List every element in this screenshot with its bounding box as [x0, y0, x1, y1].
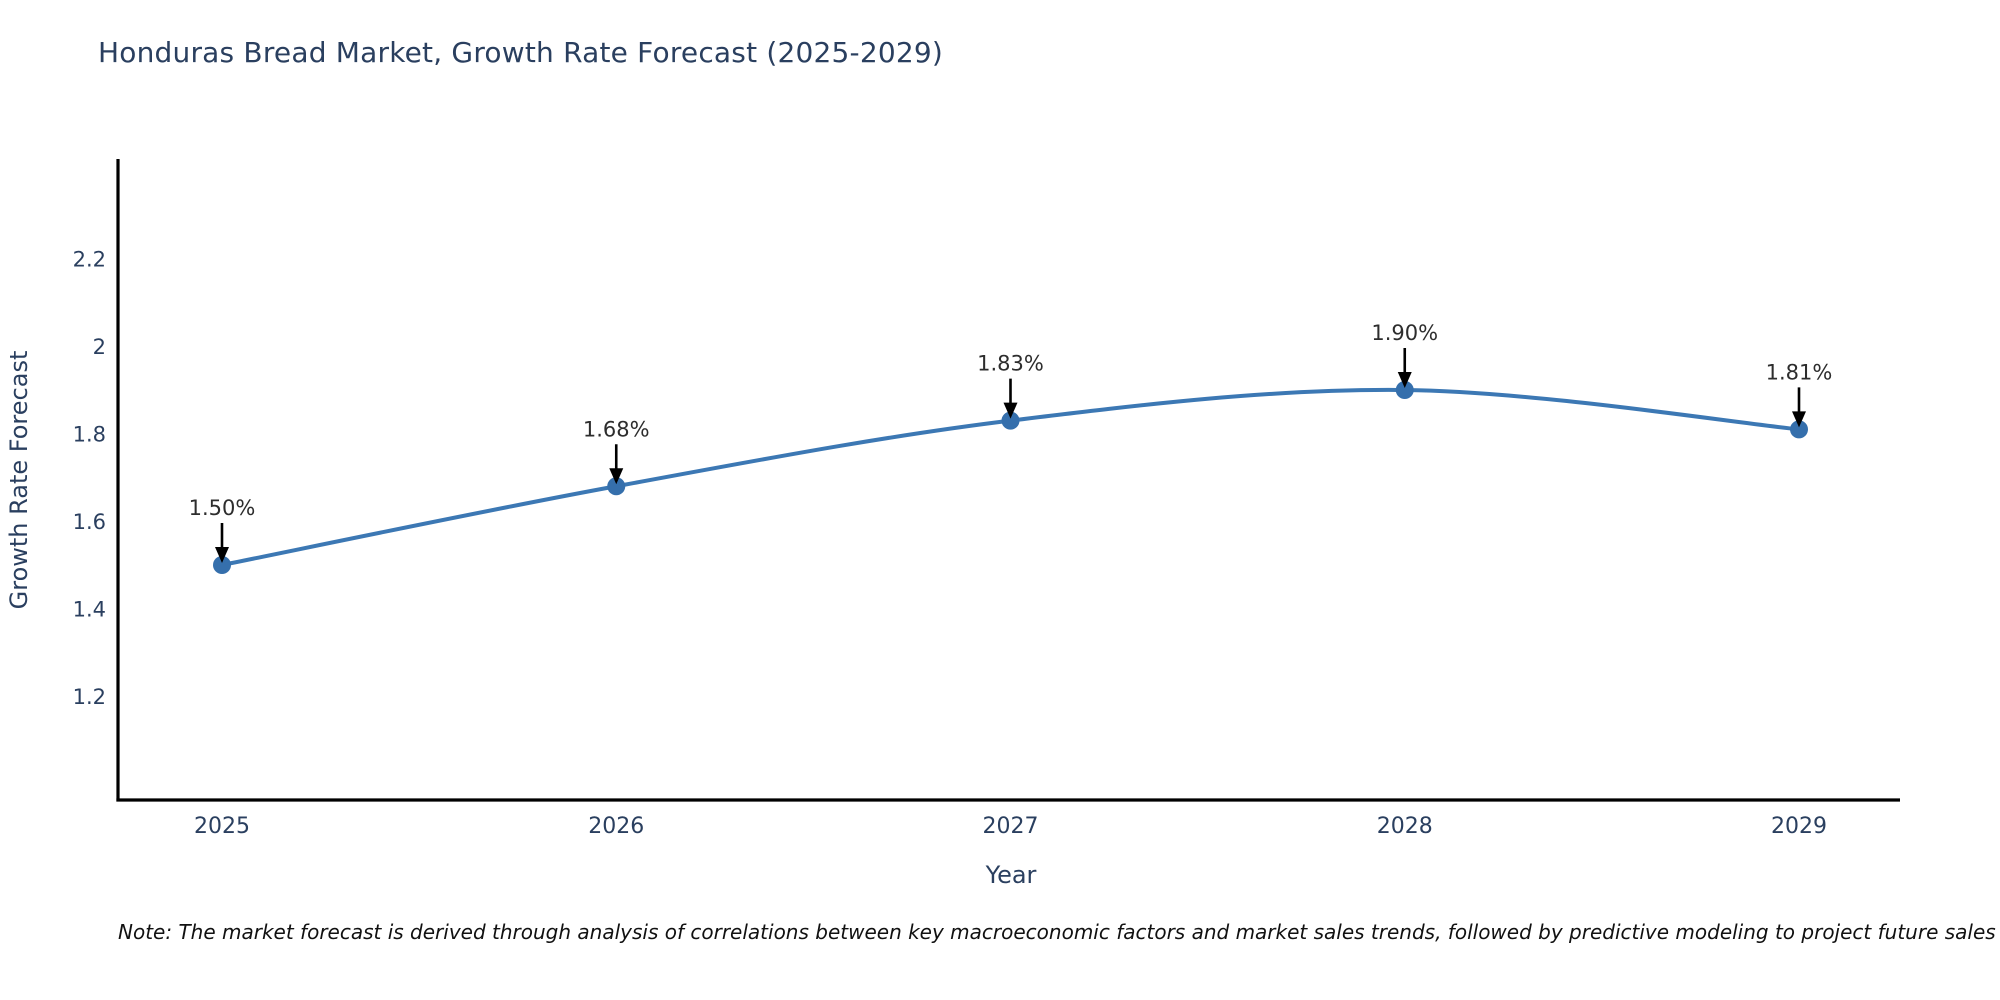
x-axis-title: Year [985, 861, 1037, 889]
data-point-label: 1.81% [1766, 360, 1833, 384]
x-tick-label: 2025 [194, 814, 250, 839]
data-point-marker [607, 477, 626, 496]
y-tick-label: 1.8 [73, 422, 106, 446]
y-tick-label: 1.6 [73, 510, 106, 534]
chart-title: Honduras Bread Market, Growth Rate Forec… [98, 36, 944, 69]
data-point-marker [1001, 411, 1020, 430]
y-tick-label: 2.2 [73, 247, 106, 271]
annotation-arrowhead [609, 468, 624, 485]
x-tick-label: 2028 [1377, 814, 1433, 839]
annotation-arrowhead [1397, 372, 1412, 388]
y-axis-title: Growth Rate Forecast [5, 351, 33, 610]
x-tick-label: 2026 [588, 814, 644, 839]
data-point-label: 1.90% [1371, 321, 1438, 345]
annotation-arrowhead [1003, 402, 1018, 419]
data-point-label: 1.83% [977, 352, 1044, 376]
annotation-arrowhead [215, 547, 229, 563]
data-point-marker [1790, 420, 1808, 439]
data-point-label: 1.68% [583, 417, 650, 441]
y-tick-label: 1.4 [73, 597, 106, 621]
y-tick-label: 2 [93, 335, 106, 359]
chart-footnote: Note: The market forecast is derived thr… [118, 920, 1996, 944]
y-tick-label: 1.2 [73, 685, 106, 709]
data-point-label: 1.50% [189, 496, 256, 520]
x-tick-label: 2029 [1771, 814, 1827, 839]
x-tick-label: 2027 [983, 814, 1039, 839]
data-point-marker [213, 556, 231, 574]
annotation-arrowhead [1792, 411, 1806, 428]
data-point-marker [1395, 381, 1414, 399]
